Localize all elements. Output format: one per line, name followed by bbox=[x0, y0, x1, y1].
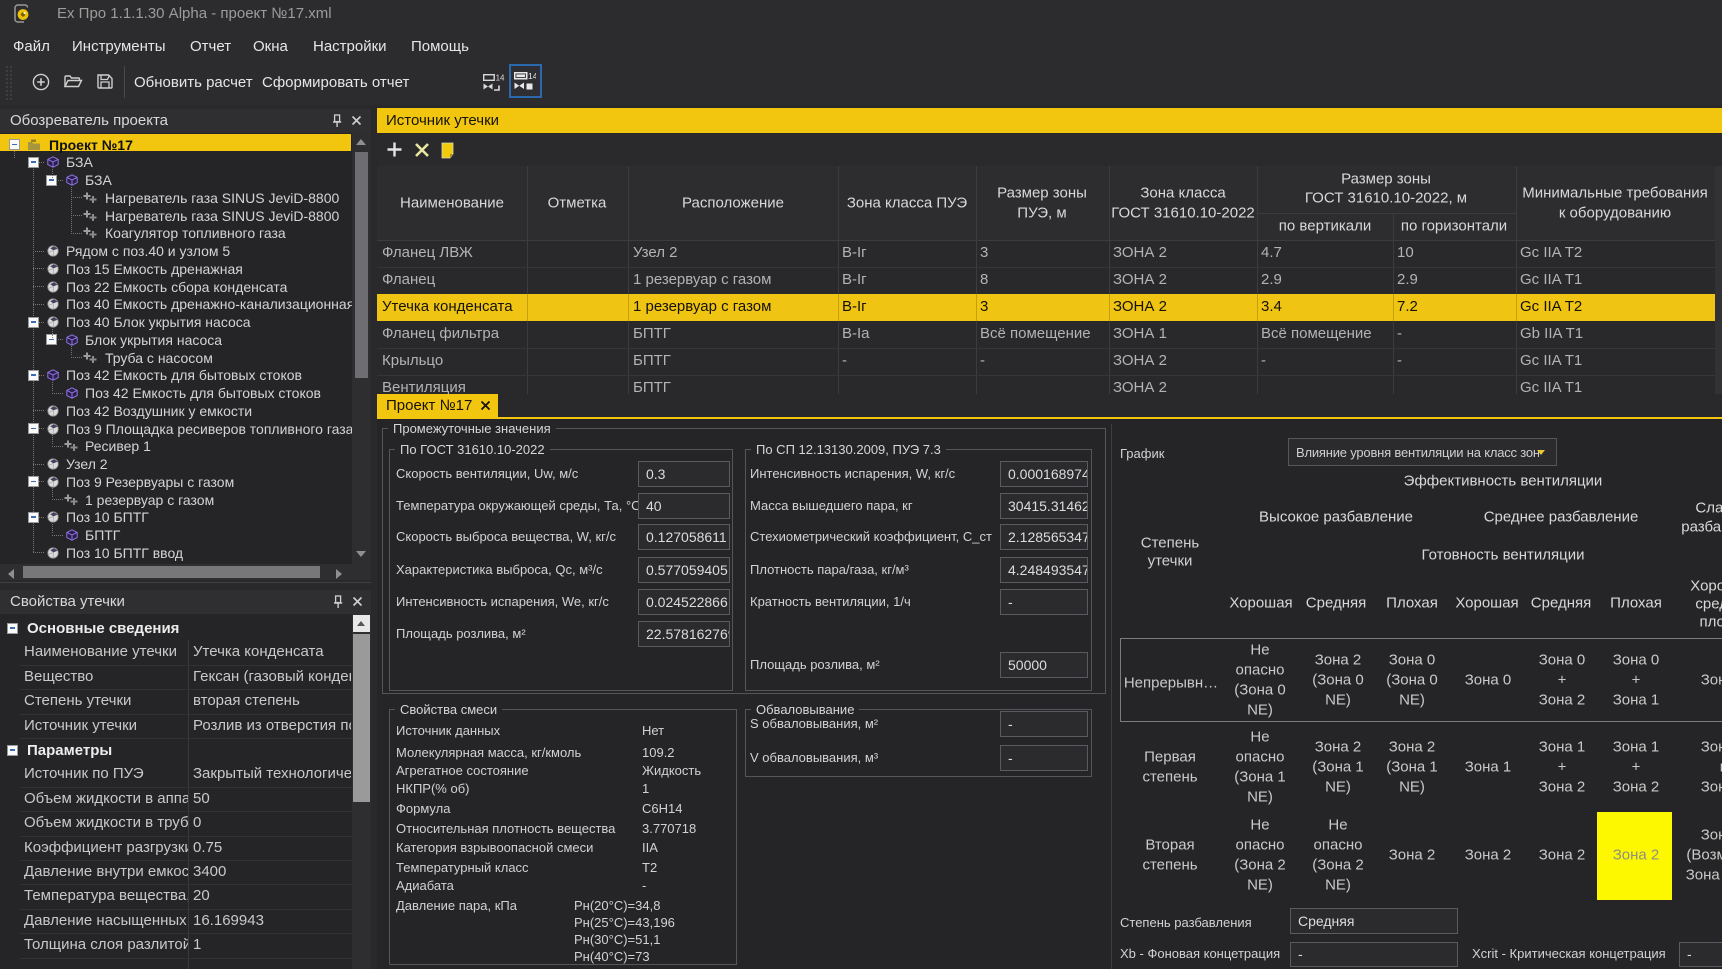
svg-text:14: 14 bbox=[528, 72, 536, 81]
svg-text:14: 14 bbox=[496, 74, 505, 83]
